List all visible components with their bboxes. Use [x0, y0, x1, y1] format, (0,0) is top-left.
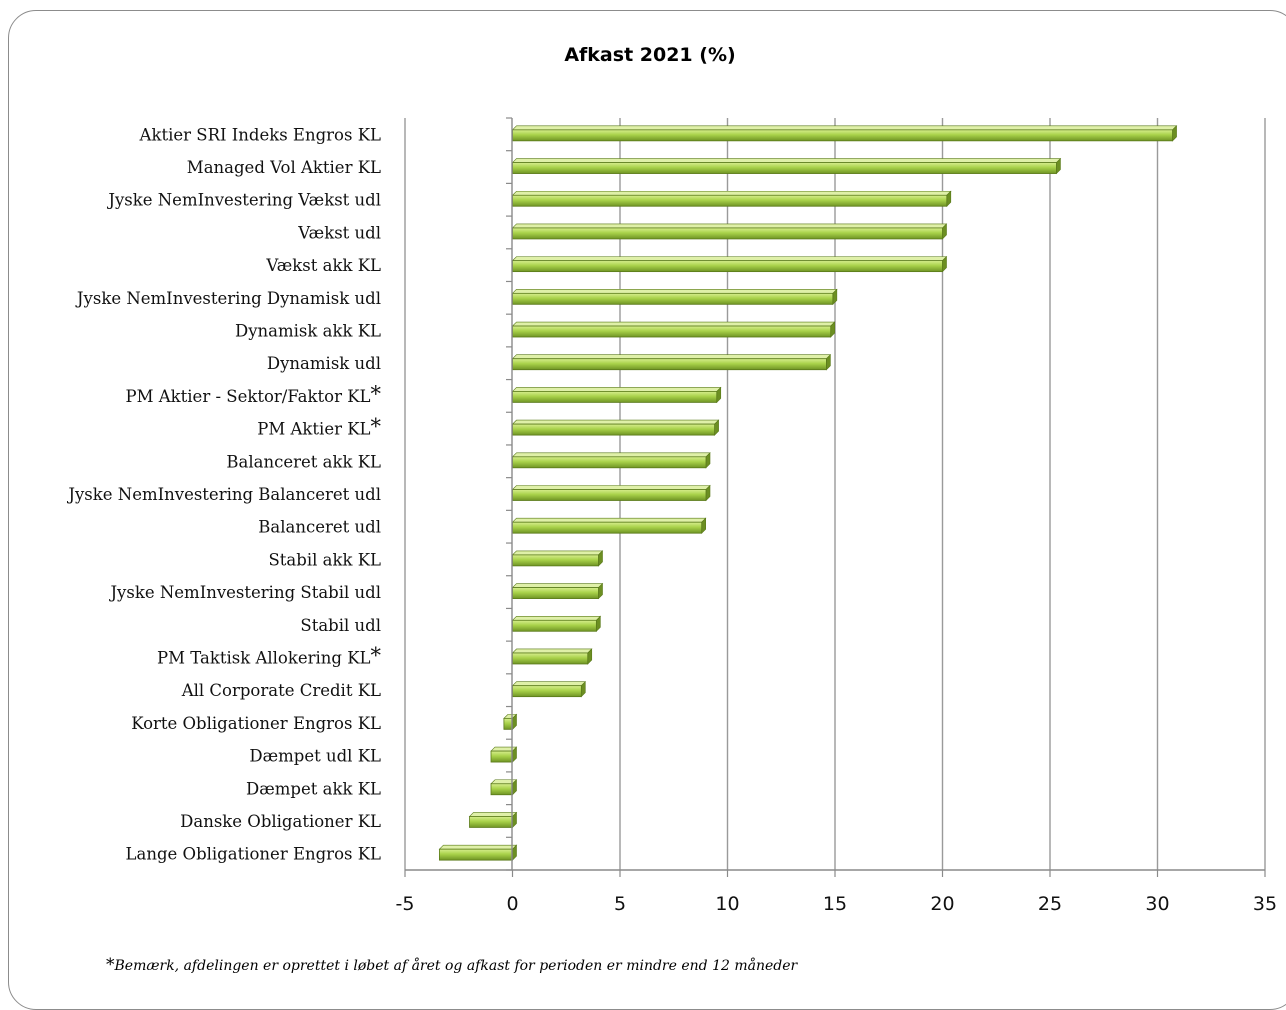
x-tick-label: 35 [1253, 893, 1277, 915]
category-label: Dynamisk akk KL [235, 322, 381, 341]
axes [404, 117, 1266, 877]
bar [511, 288, 838, 306]
bar [511, 353, 832, 371]
bar [511, 615, 602, 633]
x-tick-label: 15 [823, 893, 847, 915]
bar [511, 680, 587, 698]
chart-title: Afkast 2021 (%) [564, 44, 736, 66]
footnote-star: * [106, 955, 115, 975]
bar [511, 157, 1062, 175]
bars [438, 125, 1178, 861]
x-tick-label: -5 [396, 893, 415, 915]
bar [511, 419, 720, 436]
bar [511, 452, 711, 469]
footnote: *Bemærk, afdelingen er oprettet i løbet … [106, 955, 797, 975]
category-label: Balanceret akk KL [226, 452, 381, 471]
category-label: Jyske NemInvestering Stabil udl [108, 583, 381, 602]
category-labels: Aktier SRI Indeks Engros KL Managed Vol A… [66, 125, 381, 863]
category-label: PM Aktier KL* [257, 415, 381, 439]
x-tick-label: 0 [506, 893, 518, 915]
bar [511, 255, 948, 273]
bar [511, 386, 722, 404]
category-label: Jyske NemInvestering Vækst udl [106, 191, 381, 210]
bar [511, 321, 836, 338]
tick-labels: -5 0 5 10 15 20 25 30 35 [396, 893, 1278, 915]
bar [511, 517, 707, 534]
category-label: Jyske NemInvestering Dynamisk udl [75, 289, 381, 308]
x-tick-label: 10 [715, 893, 739, 915]
category-label: PM Taktisk Allokering KL* [157, 643, 381, 667]
x-tick-label: 25 [1038, 893, 1062, 915]
category-label: Lange Obligationer Engros KL [126, 845, 381, 864]
x-tick-label: 30 [1145, 893, 1169, 915]
bar [511, 223, 948, 240]
category-label: Aktier SRI Indeks Engros KL [139, 125, 381, 144]
category-label: Jyske NemInvestering Balanceret udl [66, 485, 381, 504]
category-label: Korte Obligationer Engros KL [131, 714, 381, 733]
category-label: Stabil udl [300, 616, 381, 635]
x-tick-label: 5 [614, 893, 626, 915]
bar [438, 844, 518, 861]
category-label: Balanceret udl [258, 518, 381, 537]
category-label: PM Aktier - Sektor/Faktor KL* [125, 382, 381, 406]
category-label: Dynamisk udl [267, 354, 381, 373]
category-label: Stabil akk KL [269, 550, 382, 569]
category-label: Dæmpet akk KL [246, 779, 381, 798]
bar [511, 550, 604, 567]
bar [511, 484, 711, 502]
category-label: Dæmpet udl KL [249, 747, 381, 766]
bar [468, 811, 518, 829]
category-label: Vækst udl [297, 223, 381, 242]
bar [511, 190, 952, 207]
category-label: Managed Vol Aktier KL [187, 158, 381, 177]
bar [511, 582, 604, 600]
bar [503, 713, 518, 731]
category-label: All Corporate Credit KL [181, 681, 381, 700]
category-label: Danske Obligationer KL [180, 812, 381, 831]
x-tick-label: 20 [930, 893, 954, 915]
category-label: Vækst akk KL [265, 256, 381, 275]
bar [511, 648, 593, 665]
bar [511, 125, 1178, 142]
footnote-text: Bemærk, afdelingen er oprettet i løbet a… [114, 958, 798, 974]
